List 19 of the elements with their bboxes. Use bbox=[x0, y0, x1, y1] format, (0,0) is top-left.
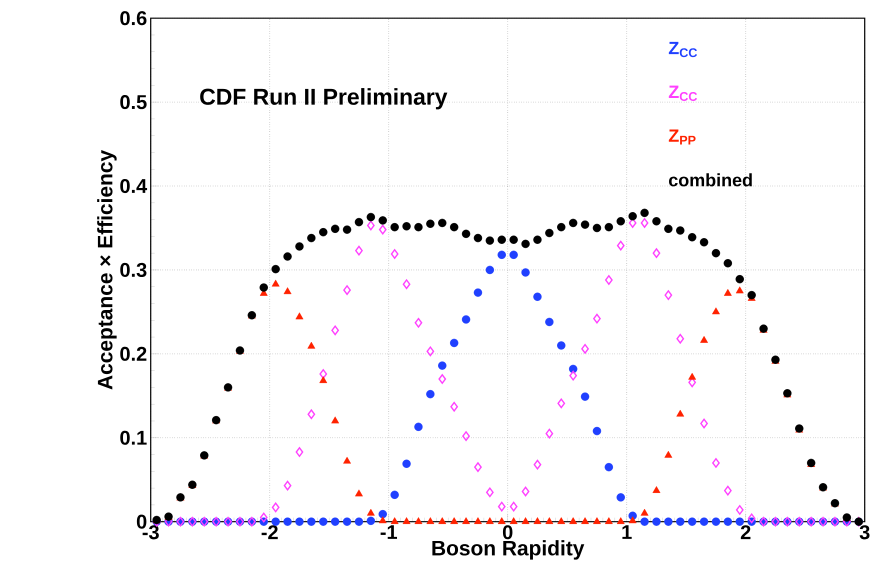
x-tick-label: -1 bbox=[380, 525, 398, 539]
series-label: combined bbox=[669, 173, 752, 186]
y-tick-label: 0.5 bbox=[120, 95, 147, 110]
text: Z$_{CC}$ bbox=[668, 86, 698, 101]
x-tick-label: 1 bbox=[622, 525, 632, 539]
text: CDF Run II Preliminary bbox=[200, 88, 448, 110]
y-tick-label: 0.1 bbox=[120, 430, 147, 445]
x-tick-label: -2 bbox=[262, 525, 278, 540]
x-tick-label: 0 bbox=[502, 525, 512, 540]
y-tick-label: 0.2 bbox=[120, 346, 146, 361]
x-axis-title: Boson Rapidity bbox=[432, 540, 584, 560]
text: Z$_{CC}$ bbox=[668, 42, 698, 58]
x-tick-label: 3 bbox=[860, 525, 870, 540]
y-axis-title: Acceptance × Efficiency bbox=[97, 150, 117, 390]
x-tick-label: 2 bbox=[740, 525, 750, 540]
y-tick-label: 0.6 bbox=[120, 11, 146, 26]
y-tick-label: 0.4 bbox=[120, 178, 148, 194]
text: Z$_{PP}$ bbox=[668, 129, 696, 145]
y-tick-label: 0.3 bbox=[120, 262, 146, 277]
